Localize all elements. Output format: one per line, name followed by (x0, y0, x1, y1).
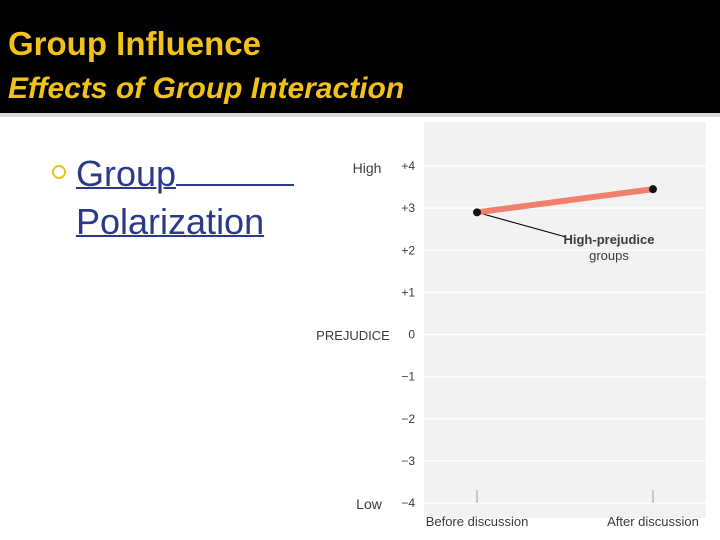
slide-subtitle: Effects of Group Interaction (8, 72, 405, 105)
y-tick-label: 0 (408, 328, 415, 342)
y-low-label: Low (356, 496, 383, 512)
y-tick-label: +1 (401, 285, 415, 299)
y-tick-label: −4 (401, 496, 415, 510)
ring-bullet-icon (52, 165, 66, 179)
y-axis-label: PREJUDICE (316, 328, 390, 343)
series-line-high-prejudice (474, 186, 656, 216)
annotation-leader-line (476, 211, 567, 238)
bullet-link[interactable]: Group Polarization (76, 150, 321, 246)
y-tick-label: +4 (401, 159, 415, 173)
y-tick-label: +3 (401, 201, 415, 215)
x-category-before: Before discussion (426, 514, 529, 529)
header-divider (0, 113, 720, 117)
y-tick-label: −2 (401, 412, 415, 426)
y-tick-label: +2 (401, 243, 415, 257)
y-high-label: High (353, 160, 382, 176)
slide-title: Group Influence (8, 25, 262, 62)
plot-background (424, 122, 706, 518)
y-tick-label: −3 (401, 454, 415, 468)
bullet-text-line1: Group (76, 150, 321, 198)
slide-header: Group Influence Effects of Group Interac… (0, 0, 720, 114)
x-category-after: After discussion (607, 514, 699, 529)
gridlines (424, 165, 706, 504)
y-tick-label: −1 (401, 370, 415, 384)
data-point-before (473, 208, 481, 217)
bullet-text-line2: Polarization (76, 201, 265, 242)
data-point-after (649, 185, 657, 194)
annotation-line1: High-prejudice (563, 232, 654, 247)
annotation-line2: groups (589, 248, 629, 263)
y-tick-labels: +4 +3 +2 +1 0 −1 −2 −3 −4 (401, 159, 415, 510)
x-ticks (476, 490, 654, 503)
